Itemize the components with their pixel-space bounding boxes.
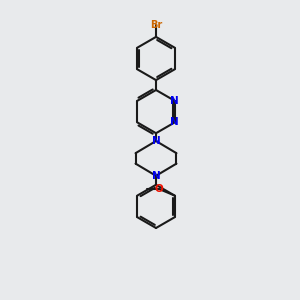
Text: N: N bbox=[152, 171, 160, 181]
Text: O: O bbox=[155, 184, 164, 194]
Text: N: N bbox=[170, 96, 179, 106]
Text: Br: Br bbox=[150, 20, 162, 31]
Text: N: N bbox=[170, 117, 179, 128]
Text: N: N bbox=[152, 136, 160, 146]
